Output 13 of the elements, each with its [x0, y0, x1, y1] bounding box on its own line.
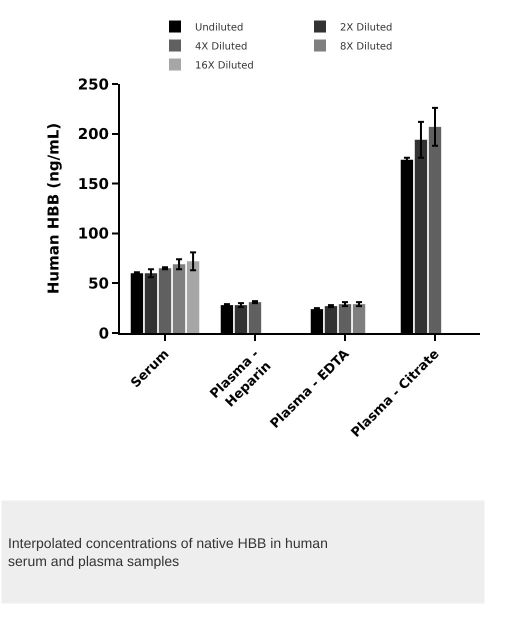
- legend-label: 8X Diluted: [340, 41, 392, 52]
- text: Interpolated concentrations of native HBB in human serum and plasma samples: [8, 534, 328, 570]
- legend-label: 16X Diluted: [195, 60, 254, 72]
- y-tick-label: 50: [88, 274, 109, 292]
- legend-label: 4X Diluted: [195, 41, 248, 52]
- y-tick-label: 250: [78, 75, 109, 94]
- y-tick-label: 100: [78, 224, 109, 243]
- y-tick-label: 0: [98, 324, 109, 342]
- legend-label: 2X Diluted: [340, 22, 392, 34]
- y-tick-label: 200: [78, 125, 109, 144]
- legend-label: Undiluted: [195, 22, 244, 34]
- y-tick-label: 150: [78, 174, 109, 193]
- y-axis-title: Human HBB (ng/mL): [44, 122, 62, 294]
